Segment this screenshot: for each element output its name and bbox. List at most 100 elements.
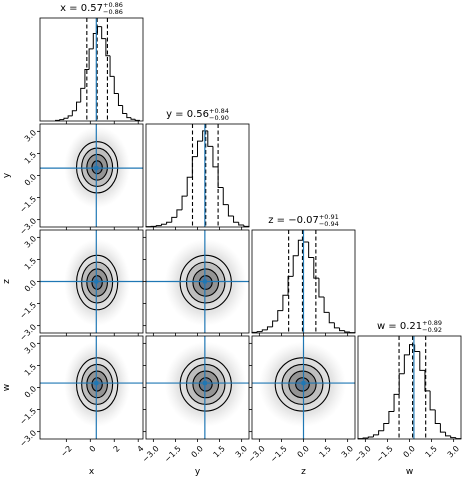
title-lower: −0.86: [103, 8, 123, 16]
y-tick-label: 3.0: [23, 128, 38, 143]
truth-point: [94, 279, 99, 284]
histogram-bin: [344, 330, 350, 333]
histogram-bin: [238, 222, 244, 226]
contour: [179, 357, 232, 412]
x-tick-label: 0.0: [190, 444, 205, 459]
histogram-bin: [414, 344, 420, 352]
x-tick-label: 4: [136, 444, 146, 454]
x-tick-label: 0.0: [402, 444, 417, 459]
histogram-bin: [166, 221, 172, 225]
y-tick-label: −3.0: [18, 216, 38, 236]
x-tick-label: 0: [88, 444, 98, 454]
histogram-bin: [217, 166, 224, 189]
title-lower: −0.94: [319, 220, 339, 228]
truth-point: [202, 279, 207, 284]
histogram-bin: [367, 436, 374, 438]
contour: [179, 254, 232, 311]
y-tick-label: −3.0: [18, 322, 38, 342]
histogram-bin: [272, 320, 278, 327]
histogram-bin: [233, 216, 239, 223]
x-tick-label: −2: [59, 444, 74, 459]
histogram-bin: [393, 393, 400, 412]
title-upper: +0.91: [319, 213, 339, 221]
title-upper: +0.89: [422, 319, 442, 327]
contour: [75, 254, 119, 311]
histogram-bin: [130, 117, 136, 120]
histogram-bin: [445, 432, 451, 437]
title-lower: −0.92: [422, 326, 442, 334]
x-tick-label: −3.0: [247, 444, 267, 464]
contour: [75, 357, 119, 412]
title-upper: +0.84: [209, 107, 229, 115]
y-tick-label: −1.5: [18, 406, 38, 426]
histogram-bin: [80, 87, 85, 103]
y-tick-label: 3.0: [23, 234, 38, 249]
y-tick-label: −3.0: [18, 428, 38, 448]
histogram-bin: [256, 331, 263, 333]
histogram-bin: [333, 322, 340, 329]
x-tick-label: 3.0: [446, 444, 461, 459]
truth-point: [202, 381, 207, 386]
histogram-bin: [266, 326, 273, 330]
histogram-bin: [388, 411, 395, 424]
panel-title: z = −0.07: [268, 215, 319, 226]
y-axis-label: y: [2, 172, 12, 178]
histogram-bin: [109, 55, 115, 77]
panel-frame: [145, 123, 250, 228]
panel-title: w = 0.21: [377, 321, 422, 332]
x-axis-label: y: [195, 467, 201, 477]
truth-point: [301, 381, 306, 386]
histogram-bin: [212, 146, 219, 168]
histogram-bin: [59, 119, 64, 121]
panel-title: x = 0.57: [60, 3, 103, 14]
histogram-bin: [318, 278, 325, 298]
histogram-bin: [339, 327, 345, 332]
histogram-bin: [439, 423, 446, 433]
histogram-bin: [403, 354, 410, 374]
histogram-bin: [71, 110, 77, 116]
histogram-bin: [171, 216, 177, 223]
panel-frame: [39, 123, 144, 228]
panel-title: y = 0.56: [166, 109, 209, 120]
histogram-bin: [197, 140, 203, 157]
histogram-bin: [328, 312, 335, 324]
x-tick-label: 0.0: [296, 444, 311, 459]
title-lower: −0.90: [209, 114, 229, 122]
x-tick-label: −1.5: [163, 444, 183, 464]
histogram-bin: [398, 373, 405, 395]
histogram-bin: [176, 209, 183, 218]
title-upper: +0.86: [103, 1, 123, 9]
x-axis-label: x: [89, 467, 95, 477]
truth-point: [94, 166, 99, 171]
histogram-bin: [207, 130, 213, 147]
y-tick-label: 0.0: [23, 278, 38, 293]
histogram-bin: [227, 204, 234, 217]
y-tick-label: 0.0: [23, 384, 38, 399]
histogram-bin: [63, 117, 69, 120]
y-tick-label: 1.5: [23, 150, 38, 165]
histogram-bin: [378, 430, 384, 435]
histogram-bin: [76, 101, 81, 111]
histogram-bin: [261, 329, 268, 332]
x-axis-label: z: [301, 467, 306, 477]
panel-frame: [39, 17, 144, 122]
y-tick-label: 3.0: [23, 340, 38, 355]
histogram-bin: [222, 187, 229, 206]
y-axis-label: z: [2, 279, 12, 284]
histogram-bin: [383, 423, 389, 431]
x-tick-label: −3.0: [353, 444, 373, 464]
histogram-bin: [450, 435, 456, 439]
y-tick-label: −1.5: [18, 300, 38, 320]
histogram-bin: [67, 115, 73, 119]
histogram-bin: [126, 113, 132, 119]
x-tick-label: −3.0: [141, 444, 161, 464]
x-tick-label: −1.5: [269, 444, 289, 464]
y-tick-label: 1.5: [23, 256, 38, 271]
histogram-bin: [282, 294, 289, 311]
histogram-bin: [96, 26, 102, 34]
histogram-bin: [297, 239, 304, 256]
x-tick-label: 1.5: [424, 444, 439, 459]
x-tick-label: −1.5: [375, 444, 395, 464]
histogram-bin: [287, 275, 294, 296]
